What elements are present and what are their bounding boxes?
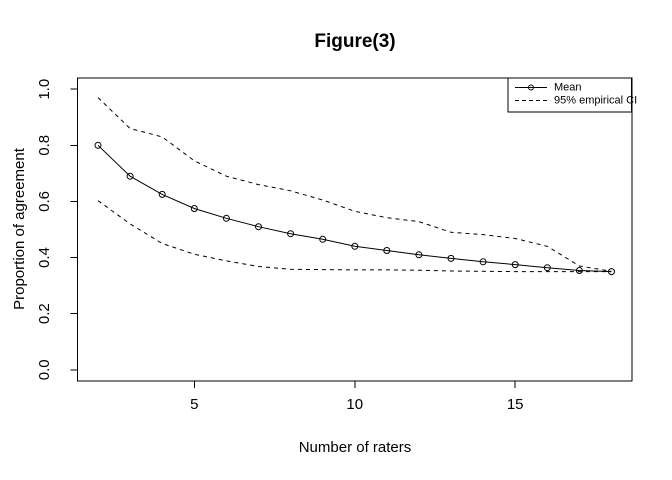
- mean-point-marker: [287, 230, 295, 238]
- legend-entry-label: Mean: [554, 81, 582, 93]
- mean-point-marker: [575, 267, 583, 274]
- y-axis-label: Proportion of agreement: [11, 147, 28, 310]
- mean-point-marker: [479, 258, 487, 266]
- legend-box: [507, 77, 632, 113]
- y-tick-label: 1.0: [36, 79, 53, 100]
- mean-point-marker: [94, 141, 102, 149]
- y-tick-label: 0.0: [36, 359, 53, 380]
- mean-point-marker: [383, 247, 391, 254]
- mean-point-marker: [319, 235, 327, 243]
- x-tick-label: 15: [507, 396, 524, 413]
- mean-point-marker: [608, 268, 615, 276]
- data-series: [94, 97, 615, 276]
- x-tick-label: 5: [190, 396, 198, 413]
- x-axis-label: Number of raters: [299, 439, 412, 456]
- x-tick-label: 10: [346, 396, 363, 413]
- mean-point-marker: [415, 251, 423, 259]
- series-line-ci-lower: [97, 200, 612, 273]
- mean-point-marker: [351, 242, 359, 250]
- series-line-mean: [97, 144, 612, 273]
- y-tick-label: 0.4: [36, 247, 53, 268]
- legend-sample-marker: [528, 84, 534, 91]
- mean-point-marker: [126, 172, 134, 180]
- mean-point-marker: [543, 264, 551, 272]
- y-tick-label: 0.6: [36, 191, 53, 212]
- mean-point-marker: [190, 205, 198, 212]
- mean-point-marker: [447, 254, 455, 262]
- mean-point-marker: [158, 190, 166, 198]
- y-tick-label: 0.8: [36, 135, 53, 156]
- series-line-ci-upper: [97, 97, 612, 272]
- plot-area: 5 10 15 0.0 0.2 0.4 0.6 0.8 1.0: [36, 77, 633, 413]
- plot-box: [77, 77, 633, 382]
- mean-point-marker: [255, 223, 262, 231]
- y-tick-label: 0.2: [36, 303, 53, 324]
- mean-point-marker: [511, 261, 519, 269]
- legend-entry-label: 95% empirical CI: [554, 94, 637, 106]
- mean-point-marker: [222, 214, 230, 222]
- plot-title: Figure(3): [314, 31, 395, 52]
